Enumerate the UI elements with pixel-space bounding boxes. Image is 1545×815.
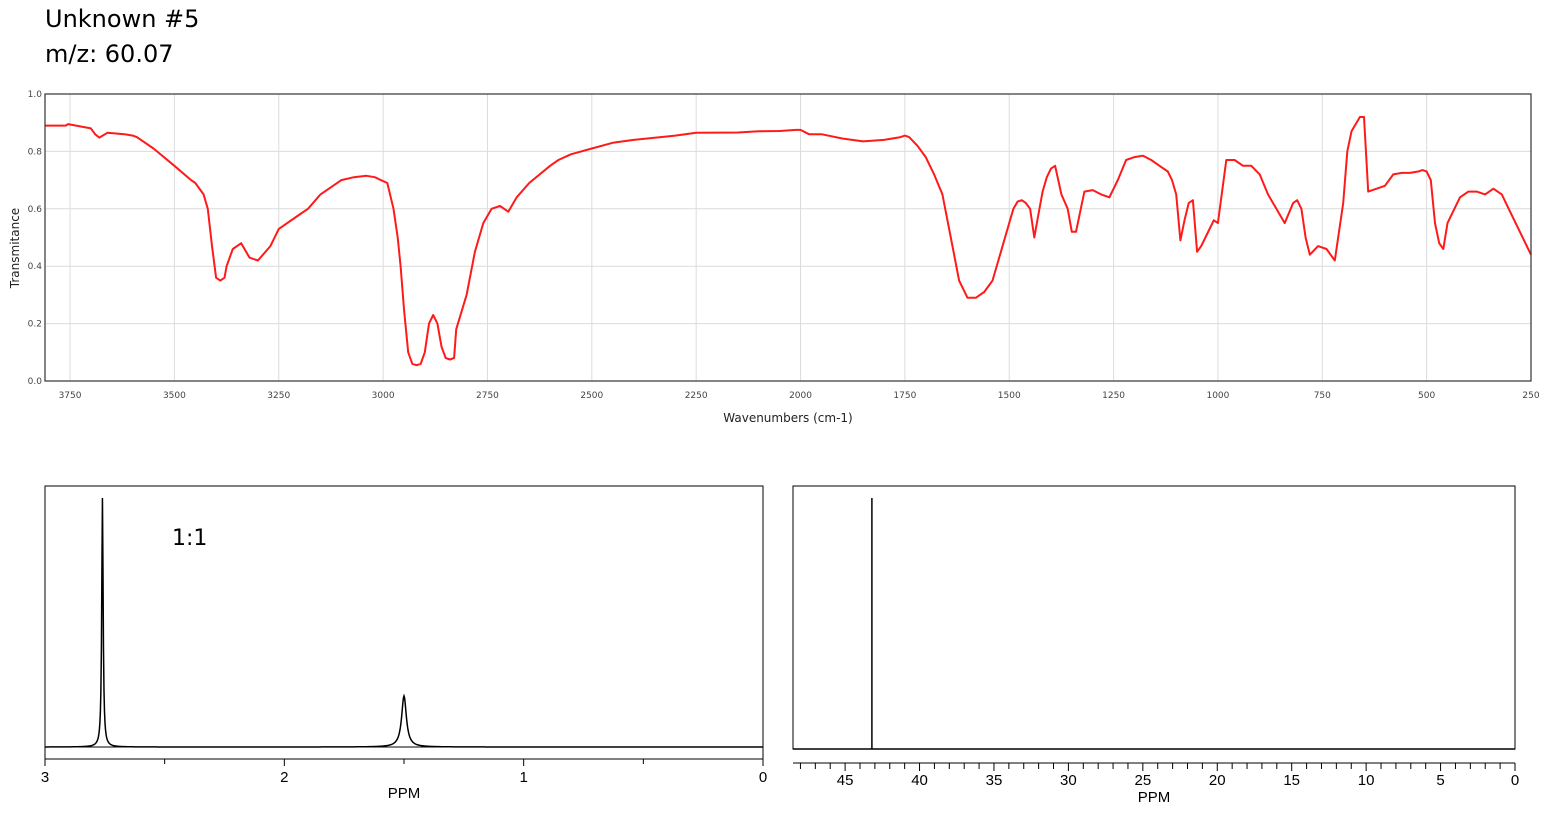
mass-label: m/z: 60.07	[45, 40, 174, 68]
ir-y-tick-label: 0.2	[28, 320, 42, 330]
c-nmr-tick-label: 25	[1134, 772, 1151, 789]
ir-chart: 3750 3500 3250 3000 2750 2500 2250 2000 1750 1500…	[8, 90, 1540, 425]
integration-ratio: 1:1	[172, 526, 207, 551]
ir-x-tick-label: 3000	[372, 391, 395, 401]
ir-tick-labels: 3750 3500 3250 3000 2750 2500 2250 2000 1750 1500…	[28, 90, 1540, 401]
c-nmr-tick-label: 0	[1511, 772, 1519, 789]
ir-x-tick-label: 2750	[476, 391, 499, 401]
h-nmr-tick-label: 2	[280, 769, 288, 786]
c-nmr-tick-label: 45	[837, 772, 854, 789]
ir-x-tick-label: 750	[1314, 391, 1331, 401]
h-nmr-tick-labels: 3 2 1 0	[41, 759, 767, 786]
ir-x-tick-label: 500	[1418, 391, 1435, 401]
c-nmr-tick-label: 15	[1283, 772, 1300, 789]
ir-x-tick-label: 3750	[59, 391, 82, 401]
ir-x-tick-label: 3500	[163, 391, 186, 401]
c-nmr-tick-label: 20	[1209, 772, 1226, 789]
ir-y-tick-label: 0.8	[28, 147, 43, 157]
ir-y-tick-label: 0.4	[28, 262, 43, 272]
ir-x-tick-label: 2000	[789, 391, 812, 401]
c-nmr-tick-label: 40	[911, 772, 928, 789]
ir-y-axis-label: Transmitance	[8, 208, 22, 289]
c-nmr-tick-label: 35	[986, 772, 1003, 789]
ir-x-tick-label: 2250	[685, 391, 708, 401]
h-nmr-tick-label: 3	[41, 769, 49, 786]
c-nmr-tick-label: 10	[1358, 772, 1375, 789]
ir-y-tick-label: 0.6	[28, 205, 43, 215]
h-nmr-spectrum-line	[45, 497, 763, 748]
ir-x-tick-label: 3250	[267, 391, 290, 401]
ir-x-tick-label: 1750	[893, 391, 916, 401]
c-nmr-x-axis-label: PPM	[1138, 789, 1171, 806]
ir-plot-frame	[44, 93, 1532, 382]
ir-spectrum-line	[45, 116, 1532, 367]
c-nmr-tick-label: 5	[1436, 772, 1444, 789]
ir-x-tick-label: 1000	[1206, 391, 1229, 401]
h-nmr-frame	[44, 485, 764, 760]
c-nmr-tick-label: 30	[1060, 772, 1077, 789]
h-nmr-tick-label: 1	[519, 769, 527, 786]
chart-title: Unknown #5	[45, 5, 200, 33]
ir-x-axis-label: Wavenumbers (cm-1)	[723, 411, 852, 425]
ir-y-tick-label: 0.0	[28, 377, 43, 387]
c-nmr-frame	[792, 485, 1516, 750]
h-nmr-tick-label: 0	[759, 769, 767, 786]
ir-x-tick-label: 1500	[998, 391, 1021, 401]
ir-x-tick-label: 1250	[1102, 391, 1125, 401]
ir-y-tick-label: 1.0	[28, 90, 43, 100]
c-nmr-tick-labels: 45 40 35 30 25 20 15 10 5 0	[793, 762, 1519, 789]
ir-x-tick-label: 250	[1522, 391, 1539, 401]
ir-x-tick-label: 2500	[580, 391, 603, 401]
h-nmr-x-axis-label: PPM	[388, 785, 421, 802]
